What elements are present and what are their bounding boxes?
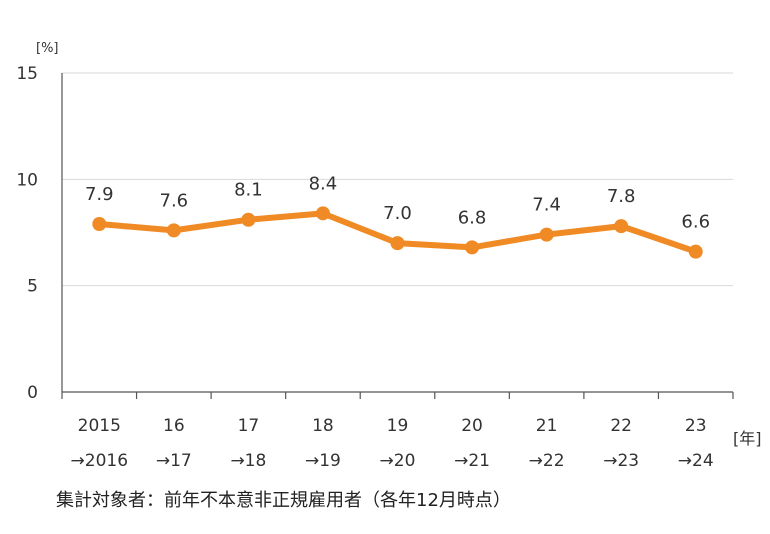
x-tick-label-top: 22: [610, 416, 632, 436]
data-point: [241, 212, 256, 227]
data-point: [92, 216, 107, 231]
x-tick-label-bottom: →18: [230, 451, 266, 471]
y-tick-label: 15: [16, 64, 38, 84]
x-tick-label-top: 16: [163, 416, 185, 436]
x-tick-label-top: 18: [312, 416, 334, 436]
data-point: [390, 236, 405, 251]
data-point: [614, 219, 629, 234]
data-label: 7.0: [383, 203, 412, 224]
x-tick-label-top: 2015: [78, 416, 121, 436]
data-label: 6.8: [458, 207, 487, 228]
x-tick-label-bottom: →19: [305, 451, 341, 471]
x-tick-labels: 2015 →2016 16 →17 17 →18 18 →19 19 →20 20 →21 21 →22 2…: [71, 416, 714, 471]
x-tick-label-bottom: →2016: [71, 451, 129, 471]
x-tick-label-bottom: →23: [603, 451, 639, 471]
x-tick-label-bottom: →22: [529, 451, 565, 471]
x-tick-label-top: 19: [387, 416, 409, 436]
y-tick-label: 0: [27, 383, 38, 403]
data-point: [315, 206, 330, 221]
x-tick-label-top: 20: [461, 416, 483, 436]
data-label: 7.9: [85, 184, 114, 205]
x-tick-label-top: 23: [685, 416, 707, 436]
axes: [61, 73, 734, 399]
data-label: 7.6: [160, 190, 189, 211]
x-unit-label: [年]: [733, 429, 762, 448]
x-tick-label-bottom: →24: [678, 451, 714, 471]
data-label: 7.8: [607, 186, 636, 207]
x-tick-label-top: 17: [238, 416, 260, 436]
data-point: [539, 227, 554, 242]
data-point: [465, 240, 480, 255]
data-point: [688, 244, 703, 259]
data-labels: 7.9 7.6 8.1 8.4 7.0 6.8 7.4 7.8 6.6: [85, 173, 710, 232]
data-label: 7.4: [532, 195, 561, 216]
x-tick-label-bottom: →20: [380, 451, 416, 471]
y-tick-labels: 0 5 10 15: [16, 64, 38, 403]
grid-lines: [62, 72, 733, 287]
x-tick-label-bottom: →21: [454, 451, 490, 471]
x-tick-label-bottom: →17: [156, 451, 192, 471]
x-tick-label-top: 21: [536, 416, 558, 436]
y-unit-label: [%]: [36, 41, 59, 56]
data-label: 6.6: [681, 212, 710, 233]
y-tick-label: 10: [16, 170, 38, 190]
y-tick-label: 5: [27, 277, 38, 297]
data-label: 8.1: [234, 180, 263, 201]
data-points: [92, 206, 703, 259]
data-label: 8.4: [309, 173, 338, 194]
footnote: 集計対象者：前年不本意非正規雇用者（各年12月時点）: [56, 490, 511, 511]
data-point: [166, 223, 181, 238]
